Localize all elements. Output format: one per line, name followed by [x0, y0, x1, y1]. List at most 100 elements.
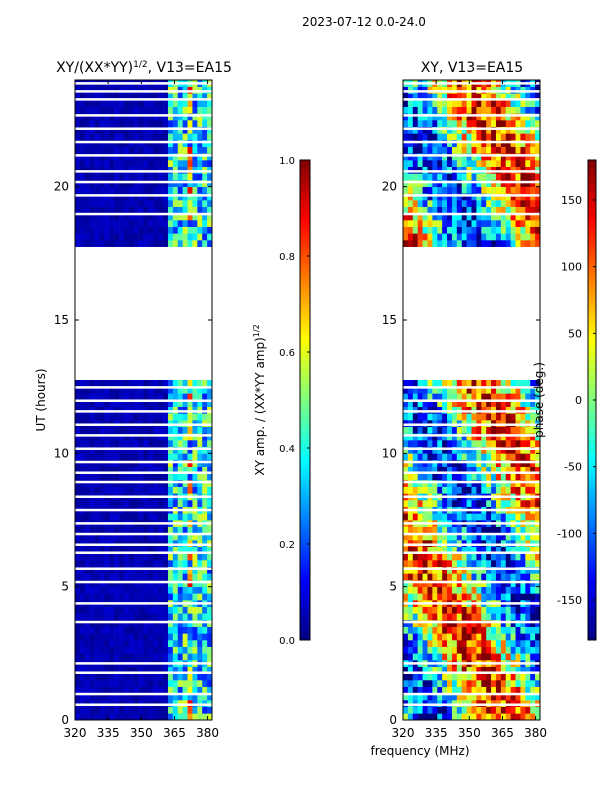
- heatmap-cell: [143, 513, 149, 521]
- heatmap-cell: [412, 120, 418, 127]
- heatmap-cell: [476, 486, 482, 494]
- heatmap-cell: [182, 440, 188, 447]
- heatmap-cell: [109, 426, 115, 434]
- heatmap-cell: [128, 453, 135, 461]
- heatmap-cell: [167, 573, 174, 581]
- heatmap-cell: [432, 240, 438, 247]
- heatmap-cell: [432, 193, 438, 201]
- heatmap-cell: [153, 426, 159, 434]
- heatmap-cell: [437, 173, 443, 181]
- heatmap-cell: [128, 673, 135, 681]
- colorbar-tick-label: -150: [557, 594, 582, 607]
- heatmap-cell: [417, 446, 423, 454]
- heatmap-cell: [172, 473, 179, 481]
- heatmap-cell: [158, 240, 164, 247]
- heatmap-cell: [500, 380, 507, 387]
- heatmap-cell: [104, 213, 110, 221]
- heatmap-cell: [114, 573, 120, 581]
- heatmap-cell: [447, 153, 453, 161]
- heatmap-cell: [471, 573, 477, 581]
- heatmap-cell: [114, 613, 120, 621]
- heatmap-cell: [471, 473, 477, 481]
- heatmap-cell: [422, 113, 428, 121]
- heatmap-cell: [148, 386, 154, 394]
- heatmap-cell: [202, 126, 208, 134]
- heatmap-cell: [138, 633, 144, 641]
- heatmap-cell: [427, 126, 433, 134]
- heatmap-cell: [128, 200, 135, 207]
- heatmap-cell: [476, 473, 482, 481]
- heatmap-cell: [422, 233, 428, 241]
- heatmap-cell: [192, 433, 198, 441]
- heatmap-cell: [451, 393, 458, 401]
- heatmap-cell: [128, 240, 135, 247]
- heatmap-cell: [75, 473, 81, 481]
- heatmap-cell: [432, 213, 438, 221]
- heatmap-cell: [481, 200, 487, 207]
- heatmap-cell: [471, 666, 477, 674]
- heatmap-cell: [486, 453, 492, 461]
- heatmap-cell: [94, 713, 100, 721]
- heatmap-cell: [447, 113, 453, 121]
- heatmap-cell: [133, 240, 139, 247]
- heatmap-cell: [79, 566, 86, 574]
- heatmap-cell: [192, 586, 198, 594]
- heatmap-cell: [451, 193, 458, 201]
- heatmap-cell: [422, 633, 428, 641]
- heatmap-cell: [437, 193, 443, 201]
- heatmap-cell: [75, 200, 81, 207]
- heatmap-cell: [177, 213, 183, 221]
- heatmap-cell: [79, 593, 86, 601]
- flagged-row: [75, 480, 212, 484]
- heatmap-cell: [510, 586, 516, 594]
- heatmap-cell: [99, 666, 105, 674]
- heatmap-cell: [535, 393, 541, 401]
- heatmap-cell: [148, 653, 154, 661]
- heatmap-cell: [407, 446, 414, 454]
- heatmap-cell: [422, 546, 428, 554]
- heatmap-cell: [505, 193, 511, 201]
- heatmap-cell: [515, 626, 521, 634]
- heatmap-cell: [123, 120, 130, 127]
- heatmap-cell: [79, 386, 86, 394]
- heatmap-cell: [471, 693, 477, 701]
- heatmap-cell: [94, 560, 100, 567]
- heatmap-cell: [447, 473, 453, 481]
- heatmap-cell: [114, 473, 120, 481]
- heatmap-cell: [163, 453, 169, 461]
- heatmap-cell: [486, 526, 492, 534]
- heatmap-cell: [99, 193, 105, 201]
- heatmap-cell: [417, 386, 423, 394]
- heatmap-cell: [177, 633, 183, 641]
- heatmap-cell: [530, 393, 536, 401]
- heatmap-cell: [207, 140, 213, 147]
- heatmap-cell: [500, 466, 507, 474]
- heatmap-cell: [451, 473, 458, 481]
- heatmap-cell: [119, 186, 125, 194]
- heatmap-cell: [177, 613, 183, 621]
- heatmap-cell: [192, 206, 198, 214]
- heatmap-cell: [79, 173, 86, 181]
- heatmap-cell: [486, 680, 492, 687]
- heatmap-cell: [535, 446, 541, 454]
- heatmap-cell: [89, 473, 95, 481]
- heatmap-cell: [535, 533, 541, 541]
- heatmap-cell: [412, 186, 418, 194]
- heatmap-cell: [148, 220, 154, 227]
- heatmap-cell: [525, 653, 531, 661]
- heatmap-cell: [163, 686, 169, 694]
- heatmap-cell: [104, 533, 110, 541]
- heatmap-cell: [412, 393, 418, 401]
- heatmap-cell: [128, 480, 135, 487]
- heatmap-cell: [128, 606, 135, 614]
- heatmap-cell: [158, 533, 164, 541]
- heatmap-cell: [158, 160, 164, 167]
- heatmap-cell: [461, 380, 467, 387]
- heatmap-cell: [187, 626, 193, 634]
- heatmap-cell: [119, 580, 125, 587]
- heatmap-cell: [481, 446, 487, 454]
- heatmap-cell: [79, 713, 86, 721]
- heatmap-cell: [119, 673, 125, 681]
- heatmap-cell: [515, 140, 521, 147]
